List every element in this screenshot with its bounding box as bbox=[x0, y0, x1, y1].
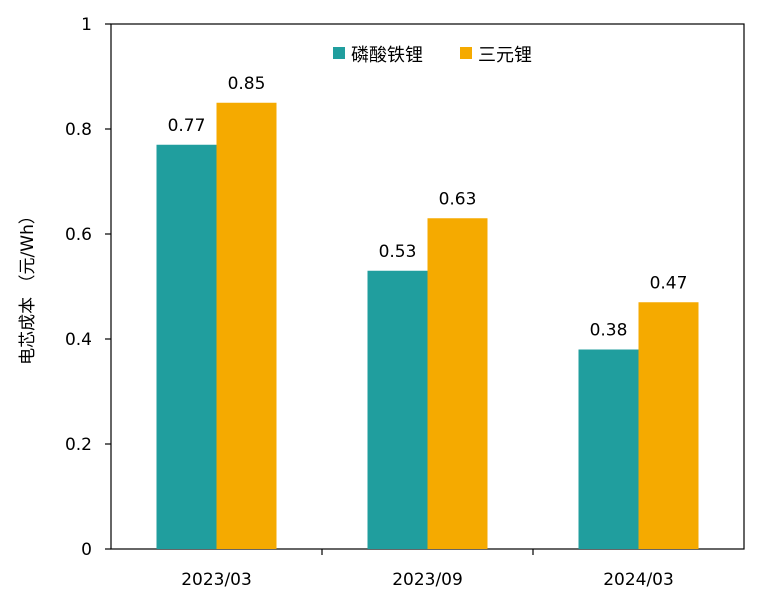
y-tick-label: 0.6 bbox=[65, 225, 92, 245]
data-label: 0.77 bbox=[168, 116, 206, 136]
x-axis: 2023/03 2023/09 2024/03 bbox=[181, 549, 674, 590]
y-axis: 0 0.2 0.4 0.6 0.8 1 bbox=[65, 15, 111, 560]
data-label: 0.47 bbox=[650, 273, 688, 293]
bar-lfp bbox=[156, 144, 217, 549]
bars-group bbox=[156, 102, 699, 549]
legend-swatch-ncm bbox=[460, 47, 472, 59]
x-tick-label: 2024/03 bbox=[603, 570, 674, 590]
bar-ncm bbox=[216, 102, 277, 549]
legend-label-ncm: 三元锂 bbox=[478, 45, 532, 66]
legend-swatch-lfp bbox=[333, 47, 345, 59]
y-tick-label: 0.4 bbox=[65, 330, 92, 350]
legend-label-lfp: 磷酸铁锂 bbox=[351, 45, 423, 66]
data-label: 0.63 bbox=[439, 189, 477, 209]
bar-lfp bbox=[578, 349, 639, 549]
x-tick-label: 2023/09 bbox=[392, 570, 463, 590]
y-tick-label: 0.2 bbox=[65, 435, 92, 455]
legend: 磷酸铁锂 三元锂 bbox=[333, 45, 532, 66]
x-tick-label: 2023/03 bbox=[181, 570, 252, 590]
data-label: 0.38 bbox=[590, 321, 628, 341]
bar-lfp bbox=[367, 270, 428, 549]
bar-ncm bbox=[638, 302, 699, 549]
bar-ncm bbox=[427, 218, 488, 549]
y-axis-title: 电芯成本 （元/Wh） bbox=[18, 207, 38, 365]
y-tick-label: 0 bbox=[81, 540, 92, 560]
y-tick-label: 0.8 bbox=[65, 120, 92, 140]
data-labels-group: 0.77 0.85 0.53 0.63 0.38 0.47 bbox=[168, 74, 688, 341]
data-label: 0.85 bbox=[228, 74, 266, 94]
y-tick-label: 1 bbox=[81, 15, 92, 35]
data-label: 0.53 bbox=[379, 242, 417, 262]
